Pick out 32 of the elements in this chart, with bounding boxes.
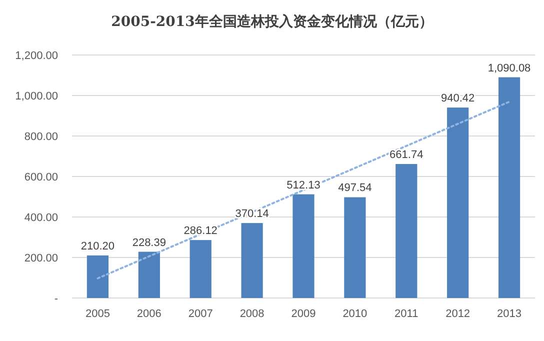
data-label: 228.39 — [132, 236, 166, 249]
x-tick-label: 2011 — [394, 308, 418, 320]
bar — [292, 194, 314, 298]
x-tick-label: 2006 — [136, 308, 162, 320]
x-tick-label: 2009 — [291, 308, 316, 320]
x-tick-label: 2005 — [85, 308, 110, 320]
data-label: 497.54 — [338, 182, 372, 194]
bar — [190, 240, 212, 298]
bar — [396, 164, 418, 298]
bar — [498, 77, 520, 298]
y-tick-label: 1,000.00 — [15, 90, 58, 102]
y-tick-label: 800.00 — [24, 131, 58, 143]
bar — [344, 197, 366, 298]
x-tick-label: 2013 — [497, 308, 522, 320]
bar — [138, 252, 160, 298]
data-label: 661.74 — [390, 149, 424, 161]
y-tick-label: - — [54, 293, 58, 305]
data-label: 940.42 — [441, 92, 475, 105]
y-tick-label: 400.00 — [24, 212, 58, 224]
bar — [447, 108, 469, 298]
chart-title: 2005-2013年全国造林投入资金变化情况（亿元） — [111, 13, 433, 30]
x-tick-label: 2012 — [446, 308, 470, 320]
bar — [241, 223, 263, 298]
y-tick-label: 200.00 — [24, 252, 58, 264]
x-tick-label: 2008 — [240, 308, 264, 320]
y-tick-label: 600.00 — [24, 172, 58, 184]
x-tick-label: 2007 — [188, 308, 213, 320]
x-tick-label: 2010 — [342, 308, 368, 320]
bar — [86, 255, 109, 298]
data-label: 210.20 — [80, 240, 115, 252]
y-tick-label: 1,200.00 — [15, 50, 58, 62]
data-label: 1,090.08 — [488, 62, 531, 74]
